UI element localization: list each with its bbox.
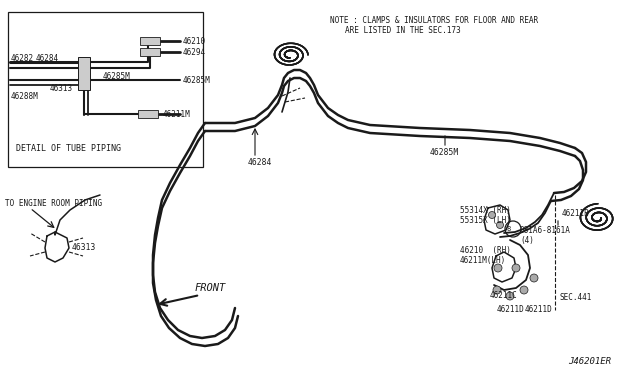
Text: 46282: 46282 [11,54,34,62]
Text: 46288M: 46288M [11,92,39,100]
Text: 46313: 46313 [72,243,97,251]
Bar [138,110,158,118]
Text: 46211C: 46211C [490,291,518,299]
Circle shape [493,286,501,294]
Text: J46201ER: J46201ER [568,357,611,366]
Text: 46285M: 46285M [103,71,131,80]
Text: 46285M: 46285M [183,76,211,84]
Circle shape [494,264,502,272]
Text: TO ENGINE ROOM PIPING: TO ENGINE ROOM PIPING [5,199,102,208]
Text: 46211B: 46211B [562,208,589,218]
Text: 46211M: 46211M [163,109,191,119]
Text: 46210  (RH): 46210 (RH) [460,246,511,254]
Bar [140,48,160,56]
Text: 8: 8 [507,226,511,232]
Text: 46211D: 46211D [525,305,553,314]
Text: 46313: 46313 [50,83,73,93]
Bar [78,57,90,90]
Text: NOTE : CLAMPS & INSULATORS FOR FLOOR AND REAR: NOTE : CLAMPS & INSULATORS FOR FLOOR AND… [330,16,538,25]
Text: 081A6-8161A: 081A6-8161A [520,225,571,234]
Text: 46284: 46284 [36,54,59,62]
Text: 46294: 46294 [183,48,206,57]
Text: (4): (4) [520,235,534,244]
Circle shape [512,264,520,272]
Text: FRONT: FRONT [195,283,227,293]
Circle shape [520,286,528,294]
Circle shape [488,212,495,218]
Text: 46210: 46210 [183,36,206,45]
Text: 46284: 46284 [248,157,273,167]
Text: 46211D: 46211D [497,305,525,314]
Bar [8,12,203,167]
Text: ARE LISTED IN THE SEC.173: ARE LISTED IN THE SEC.173 [345,26,461,35]
Bar [140,37,160,45]
Circle shape [497,221,504,228]
Text: 55314X (RH): 55314X (RH) [460,205,511,215]
Text: 46285M: 46285M [430,148,460,157]
Circle shape [506,292,514,300]
Text: 46211M(LH): 46211M(LH) [460,256,506,264]
Text: DETAIL OF TUBE PIPING: DETAIL OF TUBE PIPING [16,144,121,153]
Text: SEC.441: SEC.441 [560,294,593,302]
Text: 55315X (LH): 55315X (LH) [460,215,511,224]
Circle shape [530,274,538,282]
